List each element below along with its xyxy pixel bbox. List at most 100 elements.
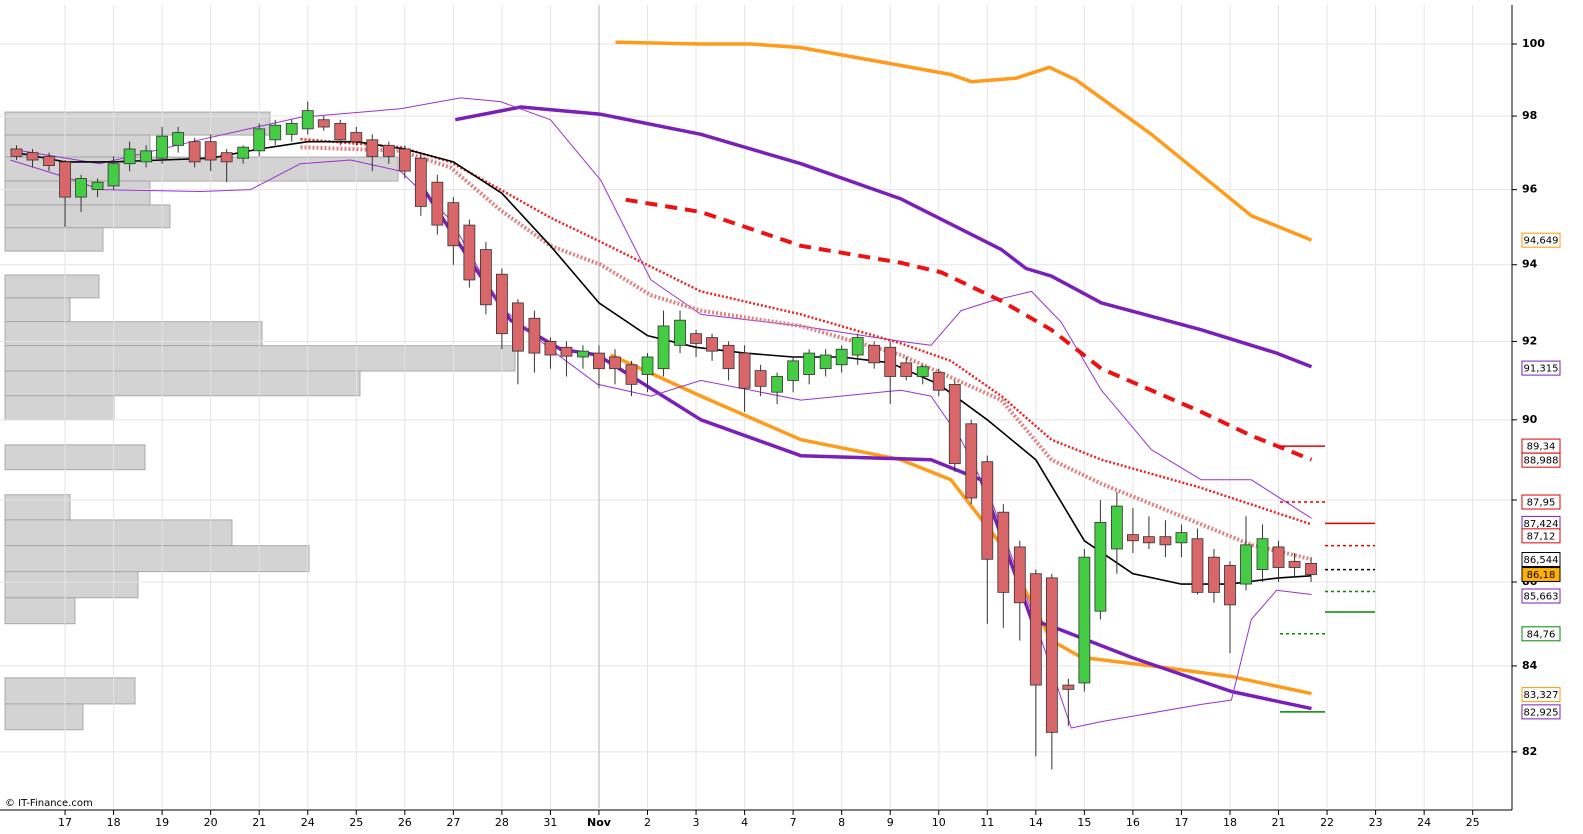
candle-body	[1256, 538, 1269, 570]
x-tick-label: 26	[398, 816, 412, 829]
candle-body	[884, 346, 897, 377]
candle-body	[188, 141, 201, 163]
x-tick-label: 15	[1077, 816, 1091, 829]
candle-body	[350, 132, 363, 143]
candle-body	[657, 325, 670, 370]
candle-body	[868, 344, 881, 364]
indicator-line	[300, 137, 1312, 526]
x-tick-label: 11	[980, 816, 994, 829]
price-label: 86,18	[1527, 570, 1556, 581]
price-label: 82,925	[1524, 707, 1559, 718]
candle-body	[722, 344, 735, 370]
volume-bar	[4, 370, 361, 397]
price-label-box	[1521, 552, 1561, 568]
candle-body	[609, 356, 621, 370]
candle-body	[431, 181, 444, 226]
y-tick-label: 90	[1522, 413, 1538, 426]
source-credit: © IT-Finance.com	[5, 798, 93, 809]
x-tick-label: 24	[301, 816, 315, 829]
price-label: 86,544	[1524, 555, 1559, 566]
price-label: 87,12	[1527, 531, 1556, 542]
y-tick-label: 98	[1522, 109, 1537, 122]
candle-body	[690, 333, 702, 344]
volume-bar	[4, 703, 84, 731]
candle-body	[1305, 562, 1317, 575]
candle-body	[334, 122, 347, 141]
price-label-box	[1521, 626, 1561, 642]
x-tick-label: 9	[887, 816, 894, 829]
candle-body	[997, 511, 1010, 593]
x-tick-label: 18	[1223, 816, 1237, 829]
y-tick-label: 84	[1522, 659, 1538, 672]
indicator-line	[454, 105, 1313, 369]
x-tick-label: 16	[1126, 816, 1140, 829]
x-tick-label: 28	[495, 816, 509, 829]
y-tick-label: 92	[1522, 334, 1537, 347]
indicator-line	[625, 197, 1313, 462]
volume-bar	[4, 444, 146, 471]
candle-body	[1191, 538, 1204, 593]
x-tick-label: 17	[1174, 816, 1188, 829]
candle-body	[479, 249, 492, 306]
x-tick-label: 22	[1320, 816, 1334, 829]
indicator-line	[615, 40, 1313, 242]
candle-body	[172, 132, 185, 146]
price-label: 83,327	[1524, 690, 1559, 701]
candle-body	[1062, 684, 1075, 690]
volume-bar	[4, 204, 171, 229]
candle-body	[787, 360, 800, 381]
candle-body	[851, 337, 864, 356]
candle-body	[900, 362, 913, 377]
x-tick-label: 18	[107, 816, 121, 829]
x-tick-label: 2	[644, 816, 651, 829]
volume-bar	[4, 111, 271, 136]
axes: 8284868890929496981001718192021242526272…	[0, 5, 1545, 829]
volume-bar	[4, 297, 71, 323]
price-label-box	[1521, 528, 1561, 544]
candle-body	[625, 364, 638, 385]
candle-body	[495, 273, 508, 335]
candle-body	[220, 152, 233, 163]
x-tick-label: 19	[155, 816, 169, 829]
volume-bar	[4, 677, 136, 705]
candle-body	[1240, 544, 1252, 585]
x-tick-label: 25	[349, 816, 363, 829]
x-tick-label: 21	[1272, 816, 1286, 829]
price-label-box	[1521, 588, 1561, 604]
candle-body	[1143, 536, 1155, 544]
candle-body	[1175, 532, 1188, 544]
x-tick-label: Nov	[587, 816, 612, 829]
price-label: 87,95	[1527, 498, 1556, 509]
candle-body	[1208, 556, 1220, 593]
y-tick-label: 96	[1522, 183, 1538, 196]
volume-bar	[4, 494, 71, 521]
volume-bar	[4, 227, 104, 252]
candle-body	[237, 146, 250, 159]
candle-body	[107, 163, 120, 187]
candle-body	[91, 181, 104, 191]
y-tick-label: 94	[1522, 258, 1538, 271]
price-label-box	[1521, 452, 1561, 468]
candle-body	[463, 224, 476, 281]
price-label: 91,315	[1524, 364, 1559, 375]
candle-body	[123, 148, 136, 165]
candle-body	[26, 152, 39, 161]
x-tick-label: 10	[932, 816, 946, 829]
volume-bar	[4, 274, 100, 299]
candle-body	[981, 461, 994, 560]
candle-body	[512, 302, 524, 352]
indicator-line	[300, 145, 1312, 562]
candle-body	[544, 341, 557, 356]
candles	[10, 101, 1317, 770]
candle-body	[204, 141, 217, 161]
volume-bar	[4, 545, 310, 573]
x-tick-label: 31	[543, 816, 557, 829]
candle-body	[1110, 505, 1123, 550]
price-label: 88,988	[1524, 456, 1559, 467]
candle-body	[706, 337, 718, 352]
price-label: 89,34	[1527, 442, 1556, 453]
candle-body	[560, 346, 573, 357]
